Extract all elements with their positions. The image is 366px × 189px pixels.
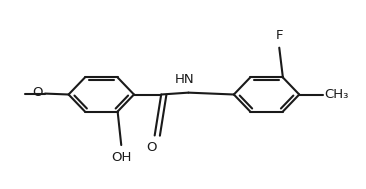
Text: CH₃: CH₃ (325, 88, 349, 101)
Text: O: O (33, 86, 43, 99)
Text: OH: OH (111, 151, 131, 164)
Text: O: O (146, 141, 156, 154)
Text: HN: HN (175, 73, 195, 86)
Text: F: F (276, 29, 283, 42)
